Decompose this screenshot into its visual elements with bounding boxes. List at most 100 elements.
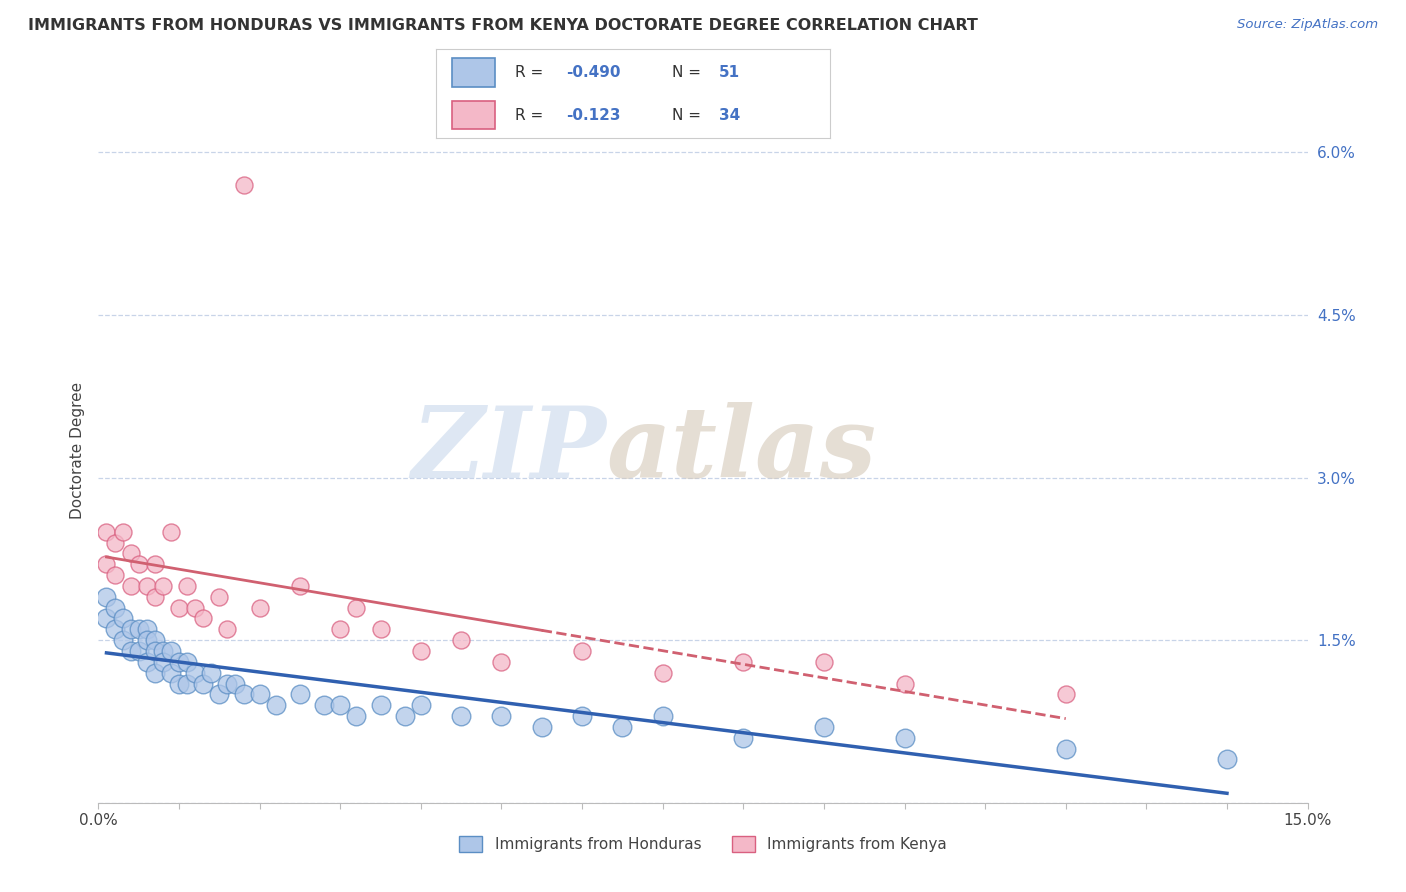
Point xyxy=(651,709,673,723)
Point xyxy=(96,611,118,625)
Point xyxy=(135,579,157,593)
Point xyxy=(893,731,915,745)
Point xyxy=(120,623,142,637)
Point xyxy=(160,524,183,539)
Point xyxy=(128,623,150,637)
Point xyxy=(167,676,190,690)
Point xyxy=(176,676,198,690)
Point xyxy=(103,623,125,637)
Point xyxy=(288,579,311,593)
Point xyxy=(152,644,174,658)
Point xyxy=(1054,741,1077,756)
Text: R =: R = xyxy=(515,108,548,122)
Point xyxy=(135,633,157,648)
Point xyxy=(135,655,157,669)
Point xyxy=(208,590,231,604)
Point xyxy=(152,655,174,669)
Point xyxy=(264,698,287,713)
Point xyxy=(120,644,142,658)
Legend: Immigrants from Honduras, Immigrants from Kenya: Immigrants from Honduras, Immigrants fro… xyxy=(453,830,953,859)
Point xyxy=(394,709,416,723)
Point xyxy=(571,644,593,658)
Point xyxy=(200,665,222,680)
Point xyxy=(224,676,246,690)
Point xyxy=(128,644,150,658)
Point xyxy=(491,655,513,669)
Point xyxy=(1216,752,1239,766)
Point xyxy=(491,709,513,723)
Point xyxy=(120,579,142,593)
FancyBboxPatch shape xyxy=(451,58,495,87)
Point xyxy=(184,600,207,615)
Point xyxy=(217,623,239,637)
Point xyxy=(232,178,254,192)
Point xyxy=(370,698,392,713)
Point xyxy=(103,568,125,582)
Point xyxy=(143,665,166,680)
Point xyxy=(612,720,634,734)
Text: N =: N = xyxy=(672,65,706,79)
Text: IMMIGRANTS FROM HONDURAS VS IMMIGRANTS FROM KENYA DOCTORATE DEGREE CORRELATION C: IMMIGRANTS FROM HONDURAS VS IMMIGRANTS F… xyxy=(28,18,979,33)
Point xyxy=(128,558,150,572)
Point xyxy=(409,698,432,713)
Point xyxy=(450,709,472,723)
Point xyxy=(96,590,118,604)
Y-axis label: Doctorate Degree: Doctorate Degree xyxy=(69,382,84,519)
Point xyxy=(733,655,755,669)
Point xyxy=(120,546,142,560)
Point xyxy=(329,623,352,637)
Point xyxy=(651,665,673,680)
Point xyxy=(96,524,118,539)
Point xyxy=(111,633,134,648)
FancyBboxPatch shape xyxy=(451,101,495,129)
Text: Source: ZipAtlas.com: Source: ZipAtlas.com xyxy=(1237,18,1378,31)
Point xyxy=(813,720,835,734)
Text: 51: 51 xyxy=(720,65,741,79)
Point xyxy=(167,655,190,669)
Point xyxy=(344,709,367,723)
Point xyxy=(893,676,915,690)
Point xyxy=(160,644,183,658)
Point xyxy=(733,731,755,745)
Point xyxy=(314,698,336,713)
Point xyxy=(193,611,215,625)
Point xyxy=(167,600,190,615)
Text: R =: R = xyxy=(515,65,548,79)
Point xyxy=(103,535,125,549)
Point xyxy=(143,644,166,658)
Point xyxy=(111,611,134,625)
Point xyxy=(217,676,239,690)
Text: atlas: atlas xyxy=(606,402,876,499)
Point xyxy=(176,655,198,669)
Point xyxy=(344,600,367,615)
Point xyxy=(813,655,835,669)
Point xyxy=(1054,687,1077,701)
Text: -0.490: -0.490 xyxy=(565,65,620,79)
Point xyxy=(370,623,392,637)
Point xyxy=(96,558,118,572)
Point xyxy=(103,600,125,615)
Point xyxy=(329,698,352,713)
Point xyxy=(193,676,215,690)
Point xyxy=(184,665,207,680)
Point xyxy=(530,720,553,734)
Point xyxy=(232,687,254,701)
Point xyxy=(288,687,311,701)
Point xyxy=(176,579,198,593)
Text: N =: N = xyxy=(672,108,706,122)
Point xyxy=(143,558,166,572)
Point xyxy=(450,633,472,648)
Point xyxy=(111,524,134,539)
Point xyxy=(571,709,593,723)
Text: ZIP: ZIP xyxy=(412,402,606,499)
Point xyxy=(160,665,183,680)
Point xyxy=(143,590,166,604)
Point xyxy=(208,687,231,701)
Point xyxy=(249,687,271,701)
Text: -0.123: -0.123 xyxy=(565,108,620,122)
Point xyxy=(249,600,271,615)
Point xyxy=(135,623,157,637)
Point xyxy=(152,579,174,593)
Point xyxy=(409,644,432,658)
Point xyxy=(143,633,166,648)
